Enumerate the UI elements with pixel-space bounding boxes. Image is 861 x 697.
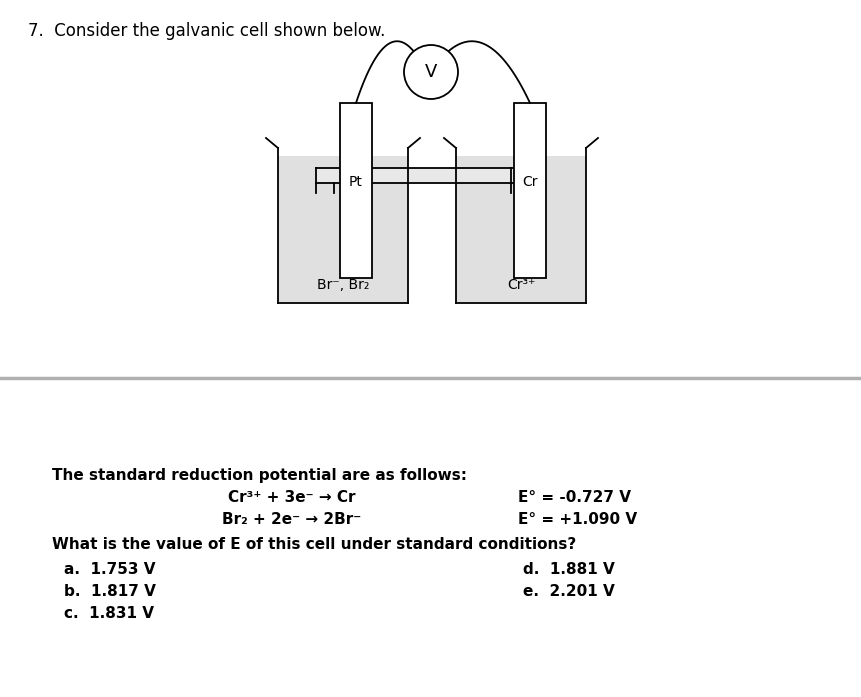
Bar	[513, 103, 545, 278]
Text: c.  1.831 V: c. 1.831 V	[64, 606, 154, 621]
Text: e.  2.201 V: e. 2.201 V	[523, 584, 614, 599]
Text: What is the value of E of this cell under standard conditions?: What is the value of E of this cell unde…	[52, 537, 576, 552]
Bar	[455, 156, 585, 303]
Text: a.  1.753 V: a. 1.753 V	[64, 562, 155, 577]
Text: Br₂ + 2e⁻ → 2Br⁻: Br₂ + 2e⁻ → 2Br⁻	[222, 512, 362, 527]
Bar	[339, 103, 372, 278]
Text: b.  1.817 V: b. 1.817 V	[64, 584, 156, 599]
Text: The standard reduction potential are as follows:: The standard reduction potential are as …	[52, 468, 467, 483]
Text: Cr³⁺ + 3e⁻ → Cr: Cr³⁺ + 3e⁻ → Cr	[228, 490, 356, 505]
Text: E° = -0.727 V: E° = -0.727 V	[517, 490, 630, 505]
Text: Cr³⁺: Cr³⁺	[506, 278, 535, 292]
Text: 7.  Consider the galvanic cell shown below.: 7. Consider the galvanic cell shown belo…	[28, 22, 385, 40]
Bar	[278, 156, 407, 303]
Bar	[316, 168, 529, 183]
Text: Br⁻, Br₂: Br⁻, Br₂	[317, 278, 369, 292]
Text: V: V	[424, 63, 437, 81]
Text: Cr: Cr	[522, 175, 537, 189]
Text: Pt: Pt	[349, 175, 362, 189]
Text: d.  1.881 V: d. 1.881 V	[523, 562, 614, 577]
Circle shape	[404, 45, 457, 99]
Text: E° = +1.090 V: E° = +1.090 V	[517, 512, 636, 527]
